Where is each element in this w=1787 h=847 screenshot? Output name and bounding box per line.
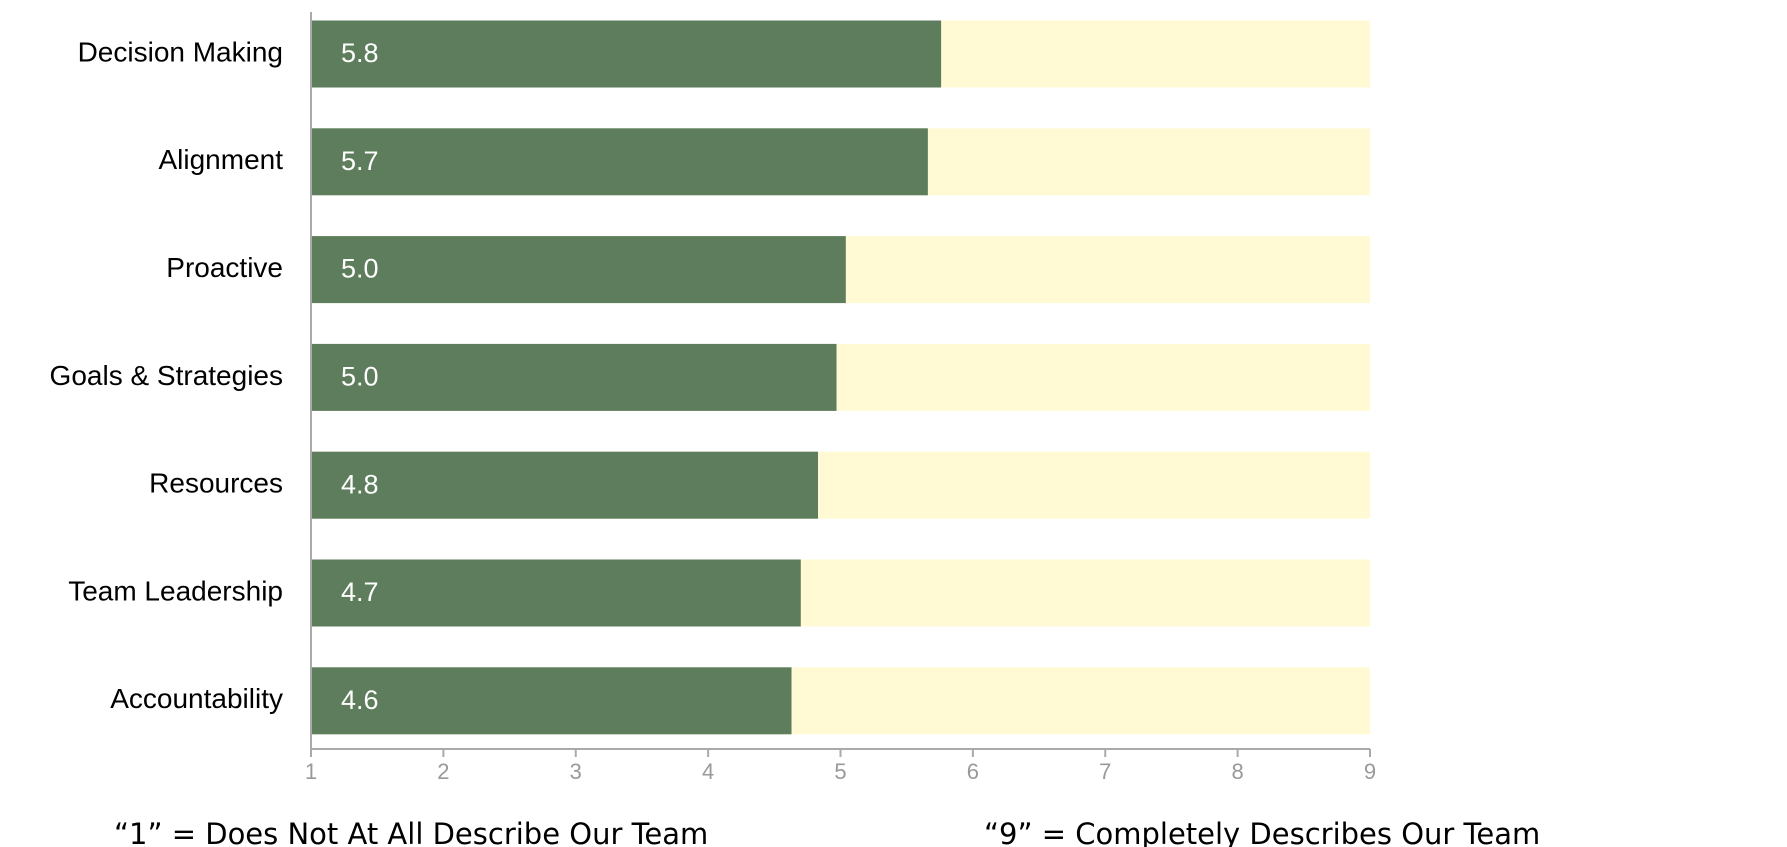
bar	[311, 343, 837, 411]
value-label: 4.8	[341, 469, 379, 499]
value-label: 5.0	[341, 254, 379, 284]
scale-note-high: “9” = Completely Describes Our Team	[984, 817, 1540, 847]
value-label: 5.0	[341, 362, 379, 392]
category-label: Proactive	[166, 252, 283, 283]
category-label: Goals & Strategies	[50, 360, 283, 391]
bar	[311, 559, 801, 627]
bar	[311, 128, 928, 196]
x-tick-label: 2	[437, 759, 449, 784]
x-tick-label: 4	[702, 759, 714, 784]
x-tick-label: 6	[967, 759, 979, 784]
category-label: Alignment	[158, 144, 283, 175]
bar	[311, 451, 818, 519]
value-label: 4.6	[341, 685, 379, 715]
value-label: 5.7	[341, 146, 379, 176]
x-tick-label: 3	[570, 759, 582, 784]
x-tick-label: 8	[1232, 759, 1244, 784]
x-tick-label: 9	[1364, 759, 1376, 784]
scale-note-low: “1” = Does Not At All Describe Our Team	[114, 817, 708, 847]
x-tick-label: 5	[834, 759, 846, 784]
category-label: Decision Making	[78, 36, 283, 67]
category-label: Resources	[149, 468, 283, 499]
value-label: 5.8	[341, 38, 379, 68]
category-label: Team Leadership	[68, 575, 283, 606]
x-tick-label: 1	[305, 759, 317, 784]
x-tick-label: 7	[1099, 759, 1111, 784]
bar	[311, 20, 942, 88]
bar	[311, 236, 846, 304]
value-label: 4.7	[341, 577, 379, 607]
bar	[311, 667, 792, 735]
category-label: Accountability	[110, 683, 283, 714]
